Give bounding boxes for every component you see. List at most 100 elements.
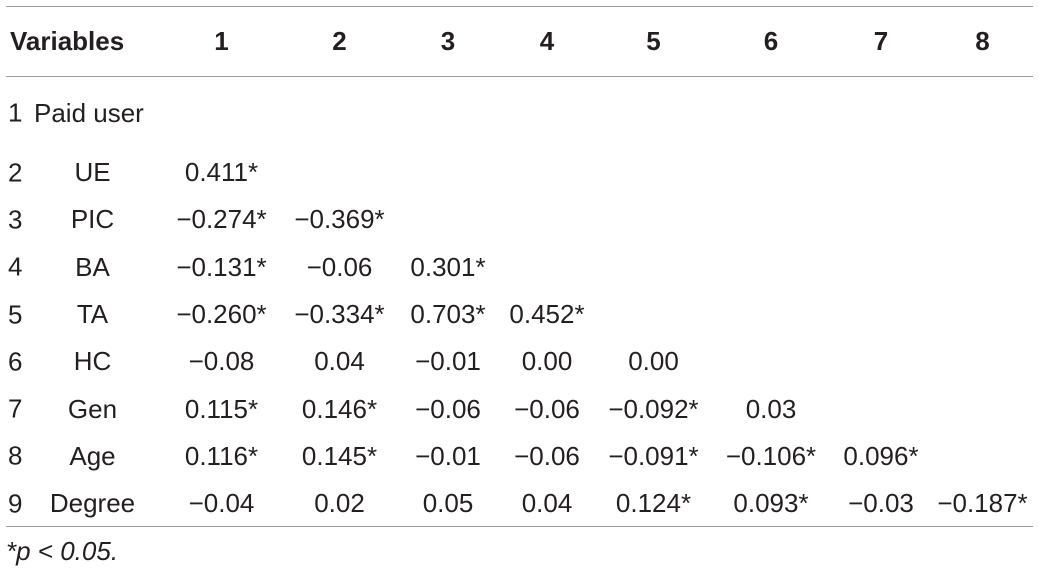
correlation-cell	[499, 196, 595, 243]
correlation-cell	[932, 196, 1033, 243]
correlation-cell: −0.06	[306, 251, 373, 282]
correlation-cell	[595, 244, 712, 291]
table-row: 9 Degree −0.04 0.02 0.05 0.04 0.124* 0.093* −0.0…	[6, 480, 1033, 527]
row-label-cell: 6 HC	[6, 338, 161, 385]
correlation-cell	[830, 385, 932, 432]
row-label-cell: 8 Age	[6, 433, 161, 480]
row-variable-name: Paid user	[34, 98, 144, 128]
row-number: 6	[8, 346, 23, 377]
row-label-cell: 9 Degree	[6, 480, 161, 527]
correlation-cell: −0.274*	[176, 204, 267, 235]
column-header-8: 8	[975, 26, 990, 56]
correlation-cell	[595, 149, 712, 196]
correlation-cell	[932, 338, 1033, 385]
table-row: 3 PIC −0.274* −0.369*	[6, 196, 1033, 243]
row-variable-name: Age	[69, 440, 116, 471]
correlation-cell: −0.01	[415, 440, 481, 471]
correlation-cell: 0.411*	[184, 157, 259, 188]
correlation-cell: −0.334*	[294, 299, 385, 330]
table-row: 6 HC −0.08 0.04 −0.01 0.00 0.00	[6, 338, 1033, 385]
correlation-cell	[932, 244, 1033, 291]
table-bottom-rule	[6, 526, 1033, 527]
correlation-cell: −0.06	[514, 393, 580, 424]
row-variable-name: HC	[73, 346, 112, 377]
table-body: 1 Paid user 2 UE 0.411* 3 PIC −0.274* −0.369* 4 BA…	[6, 76, 1033, 527]
correlation-cell	[712, 76, 830, 149]
correlation-cell: −0.03	[848, 488, 914, 519]
row-number: 8	[8, 440, 23, 471]
table-row: 1 Paid user	[6, 76, 1033, 149]
column-header-4: 4	[539, 26, 555, 56]
correlation-cell: −0.06	[415, 393, 481, 424]
row-number: 7	[8, 393, 23, 424]
correlation-cell	[499, 149, 595, 196]
correlation-cell: −0.131*	[176, 251, 267, 282]
correlation-cell: 0.096*	[843, 440, 919, 471]
column-header-variables: Variables	[10, 26, 125, 56]
correlation-cell	[595, 76, 712, 149]
correlation-cell: −0.187*	[937, 488, 1028, 519]
table-top-rule	[6, 6, 1033, 7]
correlation-cell	[712, 149, 830, 196]
correlation-cell: −0.369*	[294, 204, 385, 235]
correlation-cell	[397, 196, 499, 243]
table-row: 7 Gen 0.115* 0.146* −0.06 −0.06 −0.092* 0.03	[6, 385, 1033, 432]
row-label-cell: 5 TA	[6, 291, 161, 338]
correlation-cell: 0.04	[314, 346, 365, 377]
table-row: 4 BA −0.131* −0.06 0.301*	[6, 244, 1033, 291]
correlation-cell: 0.115*	[184, 393, 259, 424]
correlation-cell: 0.093*	[733, 488, 809, 519]
correlation-cell	[830, 338, 932, 385]
correlation-cell: −0.091*	[608, 440, 699, 471]
column-header-3: 3	[440, 26, 456, 56]
correlation-cell: 0.02	[314, 488, 365, 519]
correlation-table: Variables 1 2 3 4 5 6 7 8 1 Paid user 2 UE 0…	[6, 7, 1033, 527]
correlation-cell: −0.092*	[608, 393, 699, 424]
row-variable-name: PIC	[70, 204, 115, 235]
correlation-cell: 0.124*	[615, 488, 692, 519]
correlation-cell: 0.00	[628, 346, 679, 377]
correlation-cell	[932, 291, 1033, 338]
table-row: 8 Age 0.116* 0.145* −0.01 −0.06 −0.091* −0.106*…	[6, 433, 1033, 480]
row-label-cell: 2 UE	[6, 149, 161, 196]
correlation-cell	[499, 244, 595, 291]
column-header-1: 1	[214, 26, 229, 56]
table-footnote: *p < 0.05.	[6, 536, 119, 566]
correlation-cell: −0.260*	[176, 299, 267, 330]
correlation-cell	[712, 196, 830, 243]
row-variable-name: UE	[74, 157, 111, 188]
row-number: 9	[8, 488, 23, 519]
row-variable-name: Gen	[67, 393, 118, 424]
column-header-7: 7	[873, 26, 889, 56]
correlation-cell	[397, 149, 499, 196]
correlation-cell	[282, 76, 397, 149]
correlation-cell	[712, 291, 830, 338]
correlation-cell	[932, 433, 1033, 480]
correlation-cell: 0.452*	[509, 299, 585, 330]
table-row: 5 TA −0.260* −0.334* 0.703* 0.452*	[6, 291, 1033, 338]
correlation-cell	[830, 196, 932, 243]
correlation-cell	[712, 338, 830, 385]
row-number: 5	[8, 299, 23, 330]
correlation-cell: 0.703*	[410, 299, 486, 330]
row-label-cell: 4 BA	[6, 244, 161, 291]
correlation-cell	[282, 149, 397, 196]
table-header: Variables 1 2 3 4 5 6 7 8	[6, 7, 1033, 76]
correlation-cell	[830, 149, 932, 196]
row-number: 1	[8, 97, 23, 127]
table-row: 2 UE 0.411*	[6, 149, 1033, 196]
row-variable-name: Degree	[49, 488, 136, 519]
row-number: 4	[8, 251, 23, 282]
row-label-cell: 3 PIC	[6, 196, 161, 243]
correlation-cell: 0.301*	[410, 251, 486, 282]
correlation-cell: 0.04	[521, 488, 573, 519]
correlation-cell: −0.04	[188, 488, 255, 519]
correlation-cell	[932, 385, 1033, 432]
column-header-2: 2	[332, 26, 347, 56]
correlation-cell	[932, 149, 1033, 196]
correlation-cell: 0.145*	[301, 440, 378, 471]
correlation-cell	[595, 291, 712, 338]
correlation-cell: −0.06	[514, 440, 580, 471]
table-header-rule	[6, 76, 1033, 77]
row-variable-name: TA	[76, 299, 109, 330]
